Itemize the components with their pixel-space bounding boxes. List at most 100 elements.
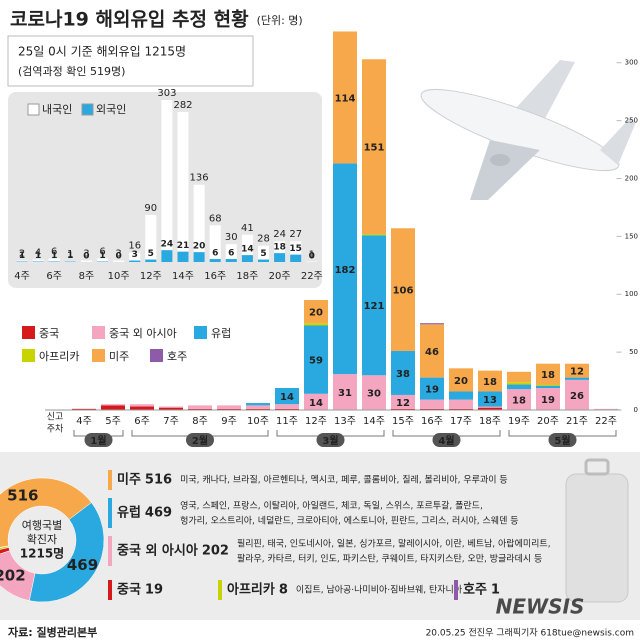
value-label: 12	[396, 398, 410, 409]
x-tick-label: 18주	[479, 416, 501, 427]
x-tick-label: 12주	[305, 416, 327, 427]
suitcase-body	[565, 473, 629, 603]
bar-segment	[246, 403, 270, 406]
inset-value-label: 1	[99, 251, 105, 261]
bar-segment	[101, 404, 125, 406]
bar-segment	[159, 406, 183, 408]
value-label: 18	[483, 377, 497, 388]
bar-segment	[536, 363, 560, 385]
inset-bar-domestic	[241, 234, 253, 256]
donut-slice	[0, 477, 92, 548]
inset-bar-domestic	[258, 245, 269, 260]
bar-segment	[536, 388, 560, 410]
donut-center-label: 여행국별	[22, 519, 62, 532]
inset-value-label: 3	[115, 249, 121, 260]
value-label: 38	[396, 369, 410, 380]
bar-segment	[188, 408, 212, 410]
inset-bar-foreign	[258, 259, 269, 262]
inset-value-label: 3	[83, 249, 89, 260]
month-label: 1월	[90, 435, 106, 447]
bar-segment	[507, 382, 531, 385]
bar-segment	[72, 408, 96, 410]
inset-value-label: 3	[132, 250, 138, 260]
inset-value-label: 1	[35, 251, 41, 261]
month-label: 2월	[192, 435, 208, 447]
x-tick-label: 9주	[221, 416, 237, 427]
region-color-bar	[108, 580, 112, 600]
inset-value-label: 6	[99, 247, 105, 258]
inset-bar-domestic	[97, 258, 108, 262]
inset-value-label: 68	[209, 213, 222, 224]
inset-value-label: 15	[289, 244, 302, 254]
y-tick-label: 250	[625, 117, 638, 125]
bar-segment	[449, 391, 473, 400]
bar-segment	[449, 368, 473, 392]
region-name: 중국 외 아시아	[117, 543, 198, 559]
region-countries: 헝가리, 오스트리아, 네덜란드, 크로아티아, 에스토니아, 핀란드, 그리스…	[180, 515, 518, 527]
inset-value-label: 41	[241, 223, 254, 234]
inset-bar-foreign	[161, 250, 173, 262]
value-label: 20	[454, 376, 468, 387]
x-tick-label: 7주	[163, 416, 179, 427]
bar-segment	[362, 375, 386, 410]
legend-swatch	[150, 349, 163, 362]
region-countries: 필리핀, 태국, 인도네시아, 일본, 싱가포르, 말레이시아, 이란, 베트남…	[237, 538, 551, 550]
suitcase-illustration	[565, 458, 629, 603]
bar-segment	[449, 408, 473, 410]
legend-label: 내국인	[42, 103, 72, 116]
inset-x-label: 12주	[140, 271, 162, 282]
inset-value-label: 2	[19, 249, 25, 260]
suitcase-handle	[584, 458, 610, 476]
value-label: 114	[335, 93, 356, 104]
inset-value-label: 0	[83, 252, 89, 262]
value-label: 12	[570, 367, 584, 378]
summary-line: (검역과정 확인 519명)	[18, 65, 125, 78]
inset-bar-foreign	[193, 252, 205, 262]
inset-bar-domestic	[113, 260, 125, 262]
donut-center-label: 1215명	[20, 547, 64, 561]
legend-label: 미주	[109, 350, 129, 363]
inset-value-label: 6	[212, 249, 218, 259]
region-color-bar	[108, 470, 112, 490]
bar-segment	[188, 405, 212, 409]
x-tick-label: 8주	[192, 416, 208, 427]
month-pill	[84, 433, 113, 447]
bar-segment	[420, 408, 444, 410]
x-tick-label: 22주	[595, 416, 617, 427]
x-tick-label: 16주	[421, 416, 443, 427]
region-color-bar	[218, 580, 222, 600]
month-label: 3월	[322, 435, 338, 447]
x-tick-label: 10주	[247, 416, 269, 427]
legend-label: 아프리카	[39, 350, 79, 363]
bar-segment	[217, 408, 241, 410]
y-tick-label: 150	[625, 232, 638, 240]
inset-value-label: 1	[67, 251, 73, 261]
region-name: 중국	[117, 583, 141, 598]
inset-bar-domestic	[209, 225, 221, 260]
bar-segment	[275, 404, 299, 409]
bar-segment	[507, 384, 531, 390]
x-tick-label: 15주	[392, 416, 414, 427]
bar-segment	[478, 407, 502, 410]
bar-segment	[333, 163, 357, 375]
region-value: 469	[145, 506, 172, 521]
bar-segment	[565, 379, 589, 410]
legend-label: 외국인	[96, 103, 126, 116]
inset-value-label: 1	[67, 249, 73, 260]
watermark: NEWSIS	[496, 595, 585, 619]
value-label: 59	[309, 356, 323, 367]
region-countries: 이집트, 남아공·나미비아·짐바브웨, 탄자니아	[296, 584, 463, 596]
summary-line: 25일 0시 기준 해외유입 1215명	[18, 45, 186, 59]
region-value: 19	[145, 583, 163, 598]
bar-segment	[246, 408, 270, 410]
region-name: 호주	[463, 583, 487, 598]
x-axis-label: 주차	[47, 423, 64, 435]
bar-segment	[159, 407, 183, 410]
airplane-illustration	[420, 60, 636, 200]
legend-swatch	[22, 349, 35, 362]
region-value: 202	[202, 544, 229, 559]
region-countries: 영국, 스페인, 프랑스, 이탈리아, 아일랜드, 체코, 독일, 스위스, 포…	[180, 500, 483, 512]
inset-x-label: 4주	[14, 271, 30, 282]
credit: 20.05.25 전진우 그래픽기자 618tue@newsis.com	[426, 628, 634, 639]
